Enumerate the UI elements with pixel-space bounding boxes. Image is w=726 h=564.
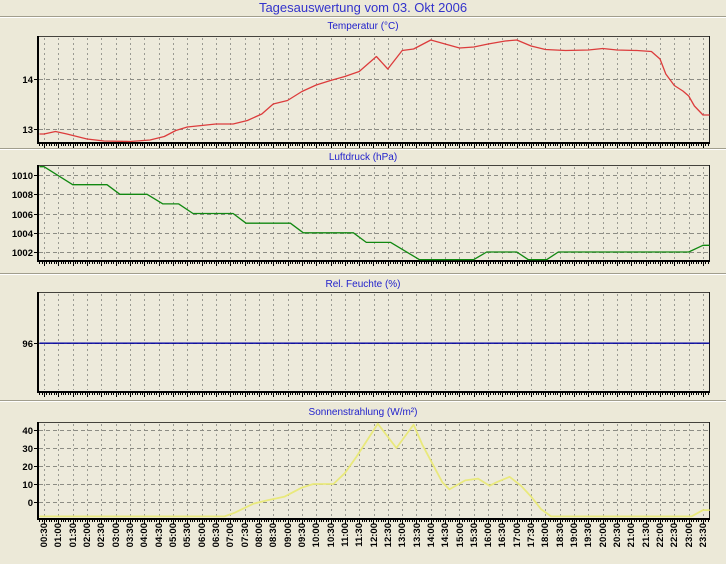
- chart-title-rel-feuchte: Rel. Feuchte (%): [325, 279, 401, 290]
- x-tick-label: 10:00: [311, 523, 323, 548]
- x-tick-marks: [39, 262, 709, 266]
- plot-border: [37, 422, 710, 520]
- y-tick-label: 20: [22, 462, 33, 473]
- separator: [0, 16, 726, 18]
- x-tick-label: 14:30: [440, 523, 452, 548]
- chart-2: 96: [22, 292, 710, 397]
- x-tick-label: 19:30: [583, 523, 595, 548]
- separator: [0, 148, 726, 150]
- x-tick-label: 09:00: [282, 523, 294, 548]
- vertical-gridlines: [44, 38, 704, 141]
- x-tick-label: 18:00: [540, 523, 552, 548]
- x-tick-label: 22:00: [655, 523, 666, 548]
- x-tick-label: 01:00: [53, 523, 65, 548]
- plot-border: [37, 292, 710, 393]
- y-tick-label: 1006: [12, 210, 33, 221]
- chart-0: 13 14: [22, 36, 710, 148]
- separator: [0, 273, 726, 275]
- x-tick-label: 06:00: [196, 523, 208, 548]
- x-tick-label: 18:30: [554, 523, 566, 548]
- y-tick-label: 10: [22, 480, 33, 491]
- x-tick-label: 03:00: [110, 523, 122, 548]
- y-tick-label: 1002: [12, 248, 33, 259]
- x-tick-label: 20:30: [612, 523, 623, 548]
- x-tick-label: 10:30: [325, 523, 337, 548]
- x-tick-label: 13:30: [411, 523, 423, 548]
- x-tick-label: 01:30: [67, 523, 79, 548]
- x-tick-label: 12:30: [382, 523, 394, 548]
- chart-1: 1002 1004 1006 1008 1010: [12, 165, 710, 266]
- x-tick-label: 04:30: [153, 523, 165, 548]
- x-tick-marks: [39, 520, 709, 524]
- plot-area: [38, 293, 710, 391]
- x-tick-label: 00:30: [39, 523, 50, 548]
- x-tick-label: 08:00: [253, 523, 265, 548]
- x-tick-label: 14:00: [425, 523, 437, 548]
- plot-border: [37, 165, 710, 262]
- x-tick-label: 13:00: [397, 523, 409, 548]
- x-tick-label: 02:30: [96, 523, 108, 548]
- x-tick-marks: [39, 393, 709, 397]
- x-tick-label: 02:00: [82, 523, 93, 548]
- vertical-gridlines: [44, 294, 704, 390]
- y-tick-label: 96: [22, 339, 33, 350]
- y-tick-label: 40: [22, 426, 33, 437]
- x-tick-marks: [39, 144, 709, 148]
- x-tick-label: 15:30: [468, 523, 480, 548]
- x-tick-label: 09:30: [296, 523, 308, 548]
- chart-3: 0 10 20 30 40: [22, 422, 710, 524]
- vertical-gridlines: [44, 424, 704, 517]
- x-tick-label: 17:00: [511, 523, 523, 548]
- x-tick-label: 07:30: [239, 523, 251, 548]
- x-tick-label: 16:00: [483, 523, 495, 548]
- x-tick-label: 06:30: [210, 523, 222, 548]
- page-title: Tagesauswertung vom 03. Okt 2006: [258, 0, 468, 15]
- y-tick-label: 30: [22, 444, 33, 455]
- vertical-gridlines: [44, 167, 704, 259]
- series-line-3: [39, 422, 710, 518]
- x-tick-label: 23:30: [698, 523, 709, 548]
- x-tick-label: 05:00: [167, 523, 179, 548]
- chart-title-sonnenstrahlung: Sonnenstrahlung (W/m²): [308, 407, 418, 418]
- x-tick-label: 21:30: [640, 523, 652, 548]
- x-tick-label: 05:30: [182, 523, 194, 548]
- x-tick-label: 07:00: [225, 523, 237, 548]
- series-line-0: [39, 39, 710, 143]
- y-tick-label: 13: [22, 125, 33, 136]
- x-tick-label: 04:00: [139, 523, 151, 548]
- x-tick-label: 16:30: [497, 523, 509, 548]
- x-tick-label: 21:00: [626, 523, 638, 548]
- series-line-1: [39, 166, 710, 261]
- x-tick-label: 03:30: [125, 523, 136, 548]
- chart-title-temperatur: Temperatur (°C): [327, 21, 399, 32]
- x-tick-label: 20:00: [597, 523, 609, 548]
- plot-border: [37, 36, 710, 144]
- separator: [0, 400, 726, 402]
- x-tick-label: 15:00: [454, 523, 466, 548]
- x-tick-label: 08:30: [268, 523, 280, 548]
- y-tick-label: 14: [22, 75, 33, 86]
- x-tick-label: 23:00: [683, 523, 695, 548]
- y-tick-label: 0: [28, 498, 33, 509]
- x-tick-label: 17:30: [526, 523, 538, 548]
- x-tick-label: 19:00: [569, 523, 581, 548]
- y-tick-label: 1004: [12, 229, 34, 240]
- x-tick-label: 22:30: [669, 523, 681, 548]
- chart-title-luftdruck: Luftdruck (hPa): [328, 152, 398, 163]
- x-tick-label: 11:30: [354, 523, 366, 547]
- x-tick-label: 12:00: [368, 523, 380, 548]
- x-tick-label: 11:00: [339, 523, 351, 547]
- y-tick-label: 1010: [12, 171, 33, 182]
- y-tick-label: 1008: [12, 190, 33, 201]
